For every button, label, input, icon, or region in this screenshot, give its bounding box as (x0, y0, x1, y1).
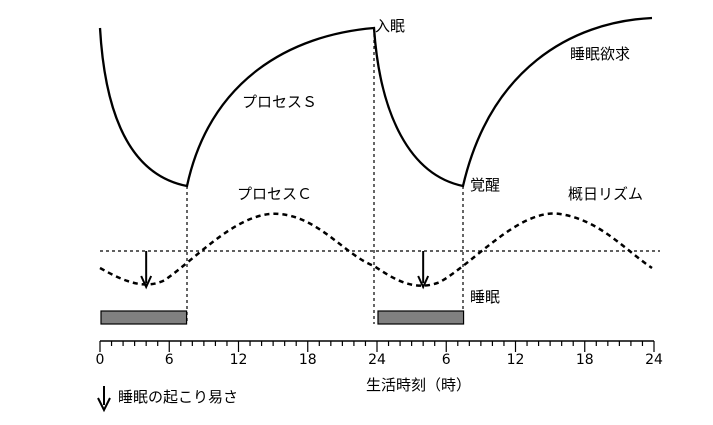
process-s-curve (98, 16, 653, 188)
x-tick-label: 24 (645, 352, 663, 368)
label-wake: 覚醒 (470, 176, 500, 194)
x-axis-ticks (99, 341, 655, 352)
x-tick-label: 0 (96, 352, 105, 368)
x-tick-label: 18 (299, 352, 317, 368)
sleep-bar (377, 310, 465, 325)
label-sleep: 睡眠 (470, 288, 500, 306)
x-tick-label: 12 (507, 352, 525, 368)
x-tick-label: 24 (368, 352, 386, 368)
legend-label: 睡眠の起こり易さ (118, 388, 238, 406)
propensity-arrows (140, 251, 430, 290)
sleep-bars (100, 310, 465, 325)
x-axis-title: 生活時刻（時） (366, 376, 471, 394)
legend: 睡眠の起こり易さ (97, 386, 238, 413)
label-sleep-drive: 睡眠欲求 (570, 45, 630, 63)
label-process-c: プロセスＣ (237, 185, 312, 203)
x-tick-label: 18 (576, 352, 594, 368)
x-tick-label: 12 (230, 352, 248, 368)
x-tick-label: 6 (442, 352, 451, 368)
propensity-arrow-head-icon (417, 275, 430, 290)
label-sleep-onset: 入眠 (375, 17, 405, 35)
process-c-curve (99, 212, 653, 287)
label-process-s: プロセスＳ (242, 93, 317, 111)
sleep-bar (100, 310, 188, 325)
x-axis-tick-labels: 0 6 12 18 24 6 12 18 24 (96, 352, 663, 368)
legend-arrow-head-icon (97, 397, 111, 413)
propensity-arrow-head-icon (140, 275, 153, 290)
label-circadian-rhythm: 概日リズム (568, 185, 643, 203)
x-tick-label: 6 (165, 352, 174, 368)
